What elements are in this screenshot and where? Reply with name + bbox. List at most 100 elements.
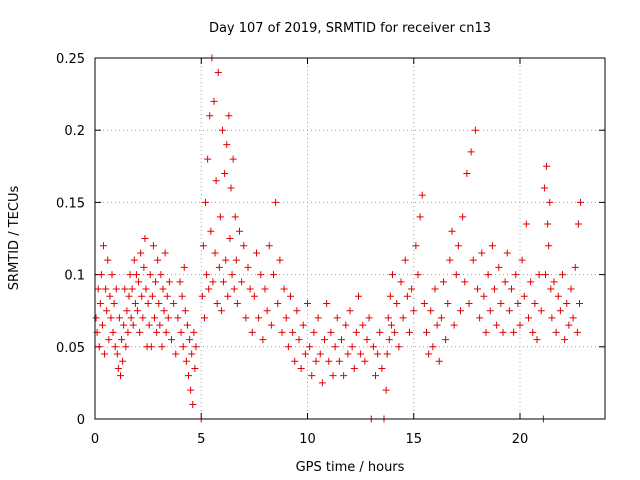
data-point: [220, 278, 228, 286]
data-point: [454, 242, 462, 250]
data-point: [231, 213, 239, 221]
data-point: [131, 299, 139, 307]
data-point: [106, 292, 114, 300]
data-point: [215, 263, 223, 271]
data-point: [270, 271, 277, 279]
data-point: [450, 321, 458, 329]
data-point: [376, 328, 384, 336]
data-point: [569, 314, 577, 322]
data-point: [306, 343, 314, 351]
data-point: [548, 314, 556, 322]
data-point: [94, 285, 102, 293]
data-point: [289, 328, 297, 336]
data-point: [132, 271, 140, 279]
x-tick-label: 15: [405, 432, 422, 447]
data-point: [410, 307, 418, 315]
data-point: [383, 350, 391, 358]
y-tick-label: 0: [77, 413, 85, 428]
data-point: [190, 328, 198, 336]
data-point: [350, 364, 358, 372]
y-tick-label: 0.05: [56, 341, 85, 356]
data-point: [242, 314, 250, 322]
data-point: [493, 321, 501, 329]
data-point: [331, 343, 339, 351]
data-point: [267, 321, 275, 329]
data-point: [389, 271, 396, 279]
data-point: [342, 321, 350, 329]
data-point: [92, 314, 100, 322]
data-point: [149, 242, 157, 250]
data-point: [314, 314, 322, 322]
data-point: [156, 321, 164, 329]
data-point: [155, 299, 163, 307]
data-point: [146, 271, 154, 279]
data-point: [203, 271, 211, 279]
data-point: [187, 386, 195, 394]
x-tick-label: 20: [512, 432, 529, 447]
data-point: [429, 343, 437, 351]
data-point: [418, 191, 426, 199]
data-point: [123, 307, 131, 315]
data-point: [547, 285, 555, 293]
data-point: [318, 379, 326, 387]
data-point: [115, 314, 123, 322]
data-point: [497, 299, 505, 307]
data-point: [98, 321, 106, 329]
data-point: [520, 292, 528, 300]
data-point: [205, 285, 213, 293]
data-point: [321, 336, 328, 344]
x-axis-label: GPS time / hours: [296, 460, 405, 475]
data-point: [134, 307, 141, 315]
data-point: [253, 249, 260, 257]
data-point: [151, 314, 158, 322]
data-point: [246, 285, 254, 293]
data-point: [522, 220, 530, 228]
data-point: [427, 307, 435, 315]
data-point: [163, 292, 171, 300]
data-point: [474, 285, 481, 293]
data-point: [363, 336, 371, 344]
data-point: [512, 271, 520, 279]
data-point: [574, 220, 582, 228]
data-point: [130, 256, 138, 264]
data-point: [414, 271, 422, 279]
axis-ticks: 0 0.05 0.1 0.15 0.2 0.25 0 5 10 15 20: [56, 52, 605, 447]
data-point: [154, 256, 162, 264]
data-point: [359, 321, 367, 329]
data-point: [139, 314, 147, 322]
data-point: [240, 242, 248, 250]
data-point: [165, 278, 173, 286]
data-point: [535, 271, 543, 279]
data-point: [295, 336, 303, 344]
data-point: [161, 249, 169, 257]
data-point: [459, 213, 467, 221]
y-tick-label: 0.15: [56, 196, 85, 211]
data-point: [105, 336, 113, 344]
x-tick-label: 10: [299, 432, 316, 447]
data-point: [406, 328, 413, 336]
data-point: [552, 328, 560, 336]
data-point: [172, 350, 180, 358]
data-point: [559, 271, 566, 279]
data-point: [226, 235, 234, 242]
data-point: [469, 256, 477, 264]
data-point: [125, 292, 133, 300]
data-point: [518, 256, 526, 264]
data-point: [221, 170, 229, 178]
data-point: [255, 314, 263, 322]
data-point: [525, 314, 532, 322]
data-point: [216, 213, 224, 221]
data-point: [433, 321, 441, 329]
plot-frame: [94, 57, 606, 420]
data-point: [222, 256, 230, 264]
data-point: [420, 299, 428, 307]
data-point: [129, 321, 137, 329]
data-point: [122, 343, 130, 351]
data-point: [385, 336, 393, 344]
data-point: [148, 292, 156, 300]
data-point: [159, 285, 167, 293]
data-point: [160, 307, 168, 315]
data-point: [491, 285, 498, 293]
data-point: [117, 372, 124, 380]
data-point: [162, 328, 170, 336]
